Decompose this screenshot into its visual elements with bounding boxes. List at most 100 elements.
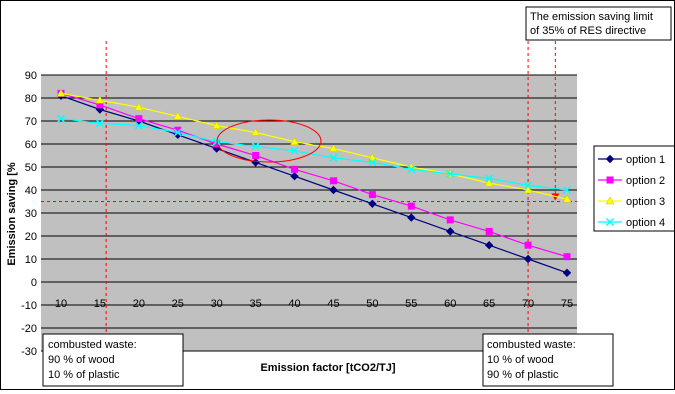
x-marker-stroke [446,169,455,178]
x-marker-stroke [251,142,260,151]
data-point [485,227,493,235]
series-4 [56,114,572,195]
y-tick-label: 50 [25,162,37,174]
legend-swatch-marker [605,196,615,205]
data-point [485,174,494,183]
legend-swatch-marker [605,154,615,164]
y-tick-label: 0 [31,277,37,289]
data-point [562,268,572,278]
limit-annotation-line2: of 35% of RES directive [530,25,646,37]
data-point [563,253,571,261]
x-tick-label: 40 [288,298,300,310]
x-marker-stroke [407,165,416,174]
x-marker-stroke [605,217,615,227]
series-line [60,95,568,274]
y-tick-label: 40 [25,185,37,197]
data-series [56,88,572,278]
right-waste-box [482,333,614,387]
data-point [173,111,183,120]
series-line [60,118,568,191]
y-tick-label: -30 [21,346,37,358]
right-waste-line3: 90 % of plastic [487,369,559,381]
data-point [290,137,299,145]
data-point [329,185,338,195]
x-marker-stroke [173,128,182,137]
legend-swatch-marker [605,217,615,227]
data-point [95,95,105,104]
data-point [290,171,299,181]
y-axis-ticks: 90 80 70 60 50 40 30 20 10 0 -10 -20 -30 [21,70,37,358]
y-tick-label: 70 [25,116,37,128]
x-tick-label: 55 [405,298,417,310]
data-point [562,185,572,195]
y-tick-label: 90 [25,70,37,82]
x-tick-label: 35 [249,298,261,310]
data-point [407,165,416,174]
data-point [368,199,377,209]
right-waste-line1: combusted waste: [487,339,576,351]
data-point [446,227,455,236]
limit-annotation-box [525,6,672,41]
x-marker-stroke [95,119,104,128]
x-tick-label: 20 [133,298,145,310]
data-point [135,115,143,123]
data-point [291,165,299,173]
left-waste-line1: combusted waste: [48,339,137,351]
y-tick-label: 30 [25,208,37,220]
series-line [60,92,568,258]
data-point [484,240,494,250]
left-waste-line2: 90 % of wood [48,354,115,366]
limit-annotation-line1: The emission saving limit [530,11,653,23]
data-point [562,194,572,203]
data-point [407,213,416,222]
data-point [407,202,415,210]
data-point [484,178,494,187]
data-point [446,169,455,178]
left-waste-line3: 10 % of plastic [48,369,120,381]
x-marker-stroke [134,121,143,130]
data-point [367,153,377,162]
x-tick-label: 30 [211,298,223,310]
highlight-ellipse [216,119,322,163]
data-point [446,216,454,224]
legend-swatch-marker [606,176,614,184]
y-tick-label: 60 [25,139,37,151]
data-point [523,254,533,264]
series-line [60,92,568,200]
y-axis-title: Emission saving [% [6,162,18,266]
x-marker-stroke [56,114,66,123]
left-waste-box [42,333,184,387]
legend-label: option 3 [626,196,665,208]
x-tick-label: 25 [172,298,184,310]
x-marker-stroke [368,158,377,167]
x-tick-label: 45 [327,298,339,310]
x-marker-stroke [329,153,338,162]
y-tick-label: 10 [25,254,37,266]
y-tick-label: 20 [25,231,37,243]
x-marker-stroke [562,185,572,195]
x-marker-stroke [524,181,533,190]
legend-label: option 2 [626,175,665,187]
data-point [290,146,299,155]
legend-label: option 1 [626,154,665,166]
x-axis-title: Emission factor [tCO2/TJ] [260,362,395,374]
data-point [56,88,66,97]
x-tick-label: 60 [444,298,456,310]
data-point [251,127,261,136]
x-marker-stroke [485,174,494,183]
data-point [524,241,532,249]
x-tick-label: 10 [55,298,67,310]
data-point [368,191,376,199]
x-tick-label: 75 [561,298,573,310]
legend-label: option 4 [626,217,665,229]
data-point [252,152,260,159]
data-point [95,119,104,128]
data-point [368,158,377,167]
data-point [173,128,182,137]
data-point [56,114,66,123]
data-point [523,185,533,194]
data-point [134,121,143,130]
data-point [212,121,222,129]
